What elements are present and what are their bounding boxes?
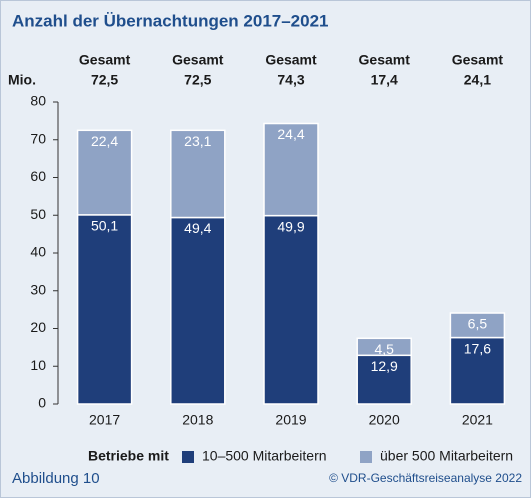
bar-segment xyxy=(170,216,226,405)
y-tick-label: 0 xyxy=(38,395,46,411)
value-label: 6,5 xyxy=(468,316,488,332)
y-tick-label: 60 xyxy=(30,168,46,184)
total-label: 72,5 xyxy=(184,72,211,88)
total-label: 24,1 xyxy=(464,72,491,88)
figure-label: Abbildung 10 xyxy=(12,470,100,487)
bar-segment xyxy=(356,354,412,405)
y-tick-label: 10 xyxy=(30,357,46,373)
value-label: 49,9 xyxy=(277,218,304,234)
total-name: Gesamt xyxy=(265,52,317,68)
value-label: 23,1 xyxy=(184,133,211,149)
total-label: 72,5 xyxy=(91,72,118,88)
legend-title: Betriebe mit xyxy=(88,448,169,464)
bar-segment xyxy=(263,122,319,217)
y-tick-label: 70 xyxy=(30,130,46,146)
y-tick-label: 40 xyxy=(30,244,46,260)
source: © VDR-Geschäftsreiseanalyse 2022 xyxy=(329,471,522,485)
value-label: 17,6 xyxy=(464,340,491,356)
bar-segment xyxy=(170,129,226,219)
value-label: 24,4 xyxy=(277,126,304,142)
legend-swatch xyxy=(182,451,194,463)
value-label: 12,9 xyxy=(371,358,398,374)
total-label: 17,4 xyxy=(371,72,398,88)
total-name: Gesamt xyxy=(79,52,131,68)
bar-segment xyxy=(263,214,319,405)
x-tick-label: 2021 xyxy=(462,412,493,428)
legend-label: über 500 Mitarbeitern xyxy=(380,448,513,464)
legend-label: 10–500 Mitarbeitern xyxy=(202,448,327,464)
x-tick-label: 2017 xyxy=(89,412,120,428)
value-label: 4,5 xyxy=(374,341,394,357)
total-name: Gesamt xyxy=(452,52,504,68)
value-label: 50,1 xyxy=(91,218,118,234)
legend-swatch xyxy=(360,451,372,463)
chart-title: Anzahl der Übernachtungen 2017–2021 xyxy=(12,11,329,30)
bar-segment xyxy=(356,337,412,357)
bar-segment xyxy=(449,336,506,405)
x-tick-label: 2020 xyxy=(369,412,400,428)
y-tick-label: 20 xyxy=(30,319,46,335)
x-tick-label: 2019 xyxy=(275,412,306,428)
bar-segment xyxy=(449,312,506,339)
x-tick-label: 2018 xyxy=(182,412,213,428)
value-label: 49,4 xyxy=(184,220,211,236)
y-tick-label: 50 xyxy=(30,206,46,222)
bar-segment xyxy=(76,129,133,216)
y-tick-label: 80 xyxy=(30,93,46,109)
total-label: 74,3 xyxy=(277,72,304,88)
total-name: Gesamt xyxy=(172,52,224,68)
total-name: Gesamt xyxy=(359,52,411,68)
y-axis-label: Mio. xyxy=(8,72,36,88)
bar-segment xyxy=(76,214,133,405)
y-tick-label: 30 xyxy=(30,281,46,297)
value-label: 22,4 xyxy=(91,133,118,149)
